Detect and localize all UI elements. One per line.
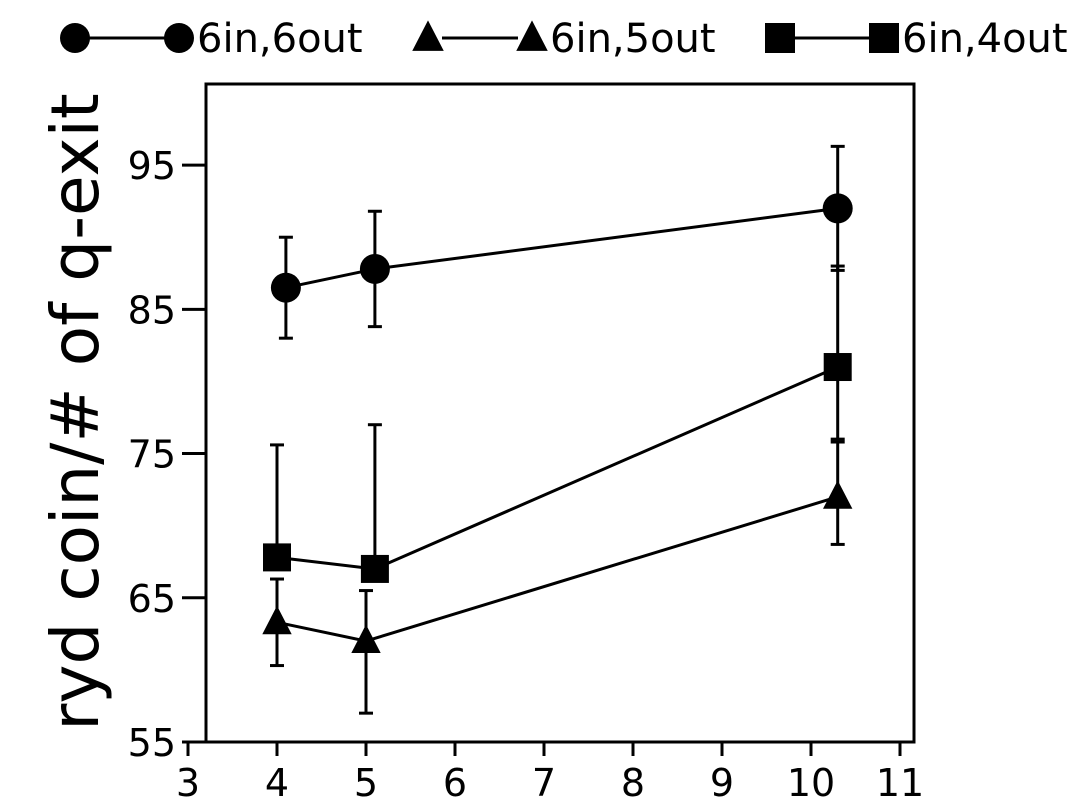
data-point [360,554,389,583]
x-tick-label: 11 [876,761,924,805]
legend-marker [516,20,548,51]
legend-marker [765,23,795,53]
series-triangle [262,440,853,715]
legend-marker [869,23,899,53]
plot-frame [204,82,916,744]
y-tick-label: 85 [128,288,176,332]
legend-marker [60,23,90,53]
y-tick-label: 95 [128,144,176,188]
series-square [263,264,852,583]
data-point [823,480,853,509]
x-tick-label: 3 [176,761,200,805]
data-point [359,253,390,284]
series-line [276,365,839,571]
legend-item: 6in,6out [60,16,363,62]
data-point [823,353,852,382]
legend-label: 6in,6out [197,16,363,62]
y-tick-label: 75 [128,433,176,477]
data-point [262,605,292,635]
x-tick-label: 4 [265,761,289,805]
x-tick-label: 8 [621,761,645,805]
data-point [822,193,853,224]
series-layer [262,144,853,715]
data-point [263,543,291,572]
legend-item: 6in,5out [412,16,716,62]
legend-marker [412,20,444,51]
legend-label: 6in,5out [550,16,716,62]
x-tick-label: 10 [787,761,835,805]
x-tick-label: 9 [710,761,734,805]
y-axis-label: ryd coin/# of q-exit [37,93,114,730]
y-tick-label: 65 [128,577,176,621]
x-tick-label: 5 [354,761,378,805]
series-circle [270,144,853,340]
y-tick-label: 55 [128,721,176,765]
axes: 3 4 5 6 7 8 9 10 11 55 65 75 85 95 [128,144,925,805]
x-tick-label: 6 [443,761,467,805]
legend-marker [164,23,194,53]
data-point [270,272,301,303]
legend: 6in,6out 6in,5out 6in,4out [60,16,1068,62]
legend-item: 6in,4out [765,16,1068,62]
x-tick-label: 7 [532,761,556,805]
legend-label: 6in,4out [902,16,1068,62]
data-point [351,624,381,654]
